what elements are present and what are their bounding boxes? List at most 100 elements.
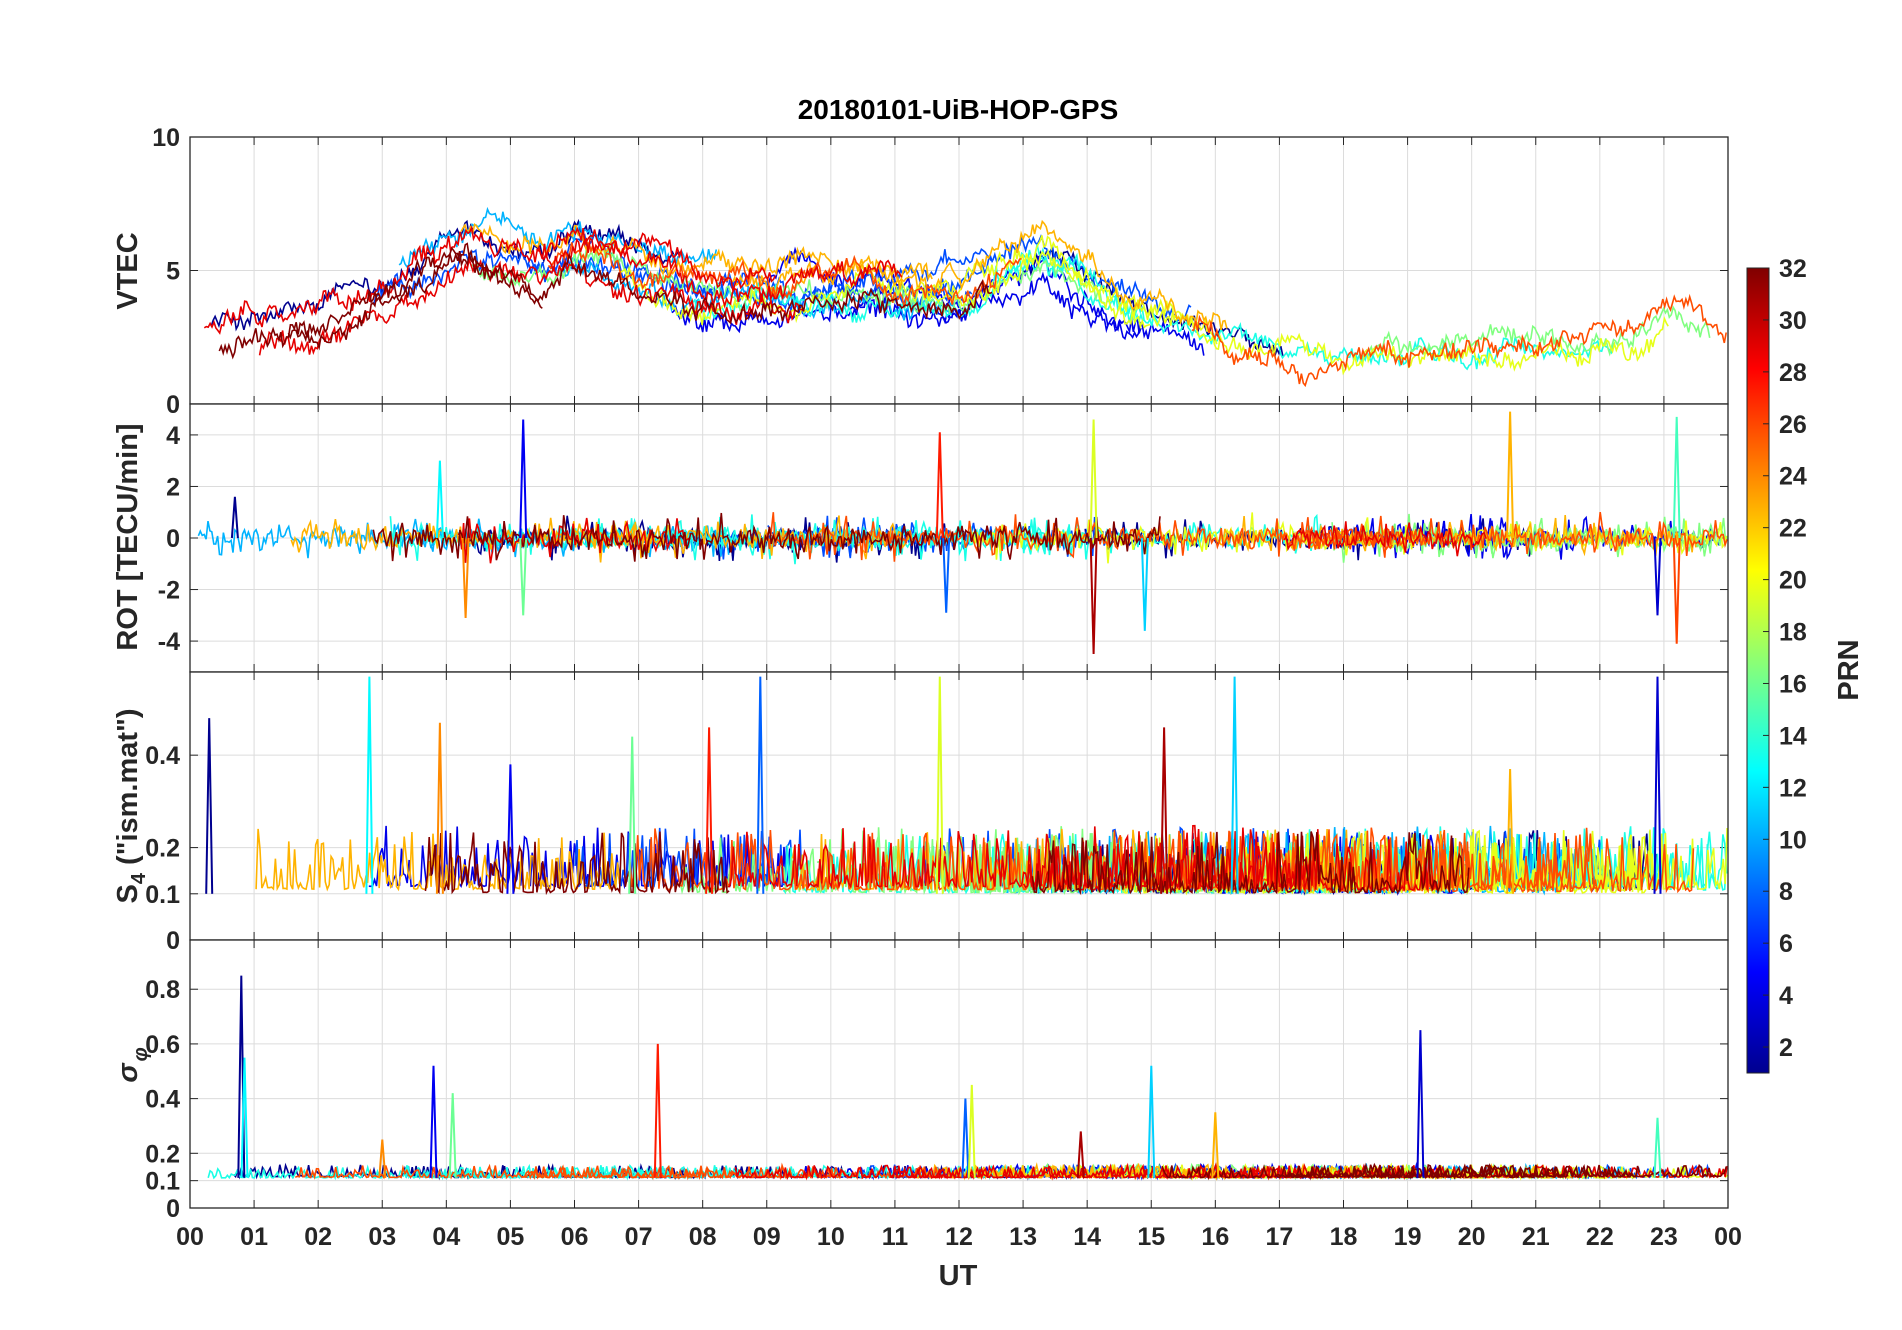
- y-tick-label: 5: [166, 258, 180, 286]
- x-tick-label: 05: [497, 1223, 525, 1251]
- spike-line: [435, 722, 444, 894]
- colorbar-tick-label: 16: [1779, 670, 1807, 698]
- y-tick-label: 0.4: [145, 742, 180, 770]
- x-tick-label: 00: [1714, 1223, 1742, 1251]
- y-tick-label: -4: [158, 628, 180, 656]
- x-tick-label: 01: [240, 1223, 268, 1251]
- spike-line: [628, 736, 637, 894]
- chart-title: 20180101-UiB-HOP-GPS: [798, 94, 1119, 125]
- x-tick-label: 22: [1586, 1223, 1614, 1251]
- s4-axis-label-rest: ("ism.mat"): [112, 709, 144, 873]
- x-tick-label: 03: [368, 1223, 396, 1251]
- spike-line: [429, 1065, 438, 1178]
- spike-line: [1211, 1112, 1220, 1178]
- series-line: [1191, 293, 1727, 388]
- x-tick-label: 13: [1009, 1223, 1037, 1251]
- x-tick-label: 02: [304, 1223, 332, 1251]
- series-line: [818, 516, 1161, 560]
- spike-line: [435, 460, 444, 539]
- spike-line: [1230, 676, 1239, 894]
- colorbar-tick-label: 26: [1779, 411, 1807, 439]
- spike-line: [1089, 537, 1098, 655]
- y-tick-label: 10: [152, 124, 180, 152]
- series-line: [294, 1163, 842, 1181]
- colorbar-tick-label: 10: [1779, 826, 1807, 854]
- panel-s4: 0 0.1 0.2 0.4: [145, 671, 1729, 955]
- spike-line: [519, 537, 528, 616]
- x-tick-label: 15: [1137, 1223, 1165, 1251]
- s4-axis-label-sub: 4: [128, 872, 150, 884]
- y-tick-label: 0.2: [145, 1140, 180, 1168]
- x-tick-label: 09: [753, 1223, 781, 1251]
- spike-line: [240, 1057, 249, 1178]
- series-group: [205, 676, 1728, 896]
- y-tick-label: 2: [166, 473, 180, 501]
- y-tick-label: 0: [166, 927, 180, 955]
- y-tick-label: 0.6: [145, 1031, 180, 1059]
- x-tick-labels: 00 01 02 03 04 05 06 07 08 09 10 11 12 13 14 15 16 17 18 19…: [176, 1223, 1742, 1251]
- spike-line: [1506, 411, 1515, 539]
- x-tick-label: 17: [1266, 1223, 1294, 1251]
- series-line: [727, 824, 1309, 890]
- y-tick-label: 0: [166, 391, 180, 419]
- x-tick-label: 00: [176, 1223, 204, 1251]
- colorbar-tick-label: 6: [1779, 930, 1793, 958]
- colorbar-tick-label: 18: [1779, 619, 1807, 647]
- series-line: [535, 237, 903, 309]
- spike-line: [365, 676, 374, 894]
- vtec-axis-label: VTEC: [112, 232, 144, 309]
- x-tick-label: 16: [1201, 1223, 1229, 1251]
- series-line: [258, 256, 805, 356]
- colorbar-tick-label: 8: [1779, 878, 1793, 906]
- colorbar-tick-label: 30: [1779, 307, 1807, 335]
- spike-line: [942, 537, 951, 613]
- series-line: [1123, 297, 1669, 376]
- spike-line: [1160, 727, 1169, 894]
- series-line: [218, 250, 543, 360]
- y-tick-label: 0.4: [145, 1086, 180, 1114]
- series-line: [547, 242, 1022, 308]
- x-tick-label: 11: [882, 1223, 909, 1251]
- x-tick-label: 12: [945, 1223, 973, 1251]
- spike-line: [378, 1139, 387, 1178]
- spike-line: [967, 1084, 976, 1178]
- colorbar: [1746, 267, 1770, 1074]
- spike-line: [1672, 416, 1681, 539]
- panel-rot: -4 -2 0 2 4: [158, 403, 1729, 673]
- rot-axis-label: ROT [TECU/min]: [112, 423, 144, 650]
- spike-line: [1416, 1030, 1425, 1178]
- series-line: [372, 512, 821, 562]
- x-tick-label: 18: [1330, 1223, 1358, 1251]
- y-tick-label: 0: [166, 1195, 180, 1223]
- series-line: [460, 222, 933, 283]
- s4-axis-label: S4 ("ism.mat"): [112, 709, 150, 904]
- spike-line: [519, 419, 528, 539]
- colorbar-tick-label: 22: [1779, 515, 1807, 543]
- x-tick-label: 08: [689, 1223, 717, 1251]
- y-tick-label: -2: [158, 577, 180, 605]
- spike-line: [935, 432, 944, 539]
- spike-line: [1506, 768, 1515, 894]
- series-line: [1286, 1163, 1641, 1180]
- sigma-phi-axis-label: σφ: [112, 1047, 152, 1082]
- x-tick-label: 10: [817, 1223, 845, 1251]
- spike-line: [1147, 1065, 1156, 1178]
- x-tick-label: 21: [1522, 1223, 1550, 1251]
- series-group: [207, 975, 1728, 1181]
- series-line: [1368, 305, 1711, 357]
- colorbar-tick-label: 32: [1779, 255, 1807, 283]
- y-tick-label: 0.8: [145, 976, 180, 1004]
- spike-line: [506, 764, 515, 894]
- axes-frame: [189, 939, 1729, 1209]
- x-tick-label: 06: [561, 1223, 589, 1251]
- panel-vtec: 0 5 10: [152, 124, 1729, 419]
- colorbar-tick-label: 20: [1779, 567, 1807, 595]
- spike-line: [935, 676, 944, 894]
- series-line: [424, 831, 730, 896]
- spike-line: [1653, 1117, 1662, 1178]
- colorbar-tick-label: 12: [1779, 774, 1807, 802]
- x-tick-label: 04: [432, 1223, 460, 1251]
- sigma-phi-axis-label-sub: φ: [130, 1047, 152, 1061]
